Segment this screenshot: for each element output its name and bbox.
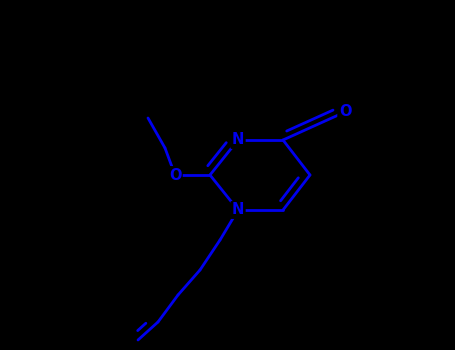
Text: N: N: [232, 133, 244, 147]
Text: N: N: [232, 203, 244, 217]
Text: O: O: [339, 105, 351, 119]
Text: O: O: [169, 168, 181, 182]
